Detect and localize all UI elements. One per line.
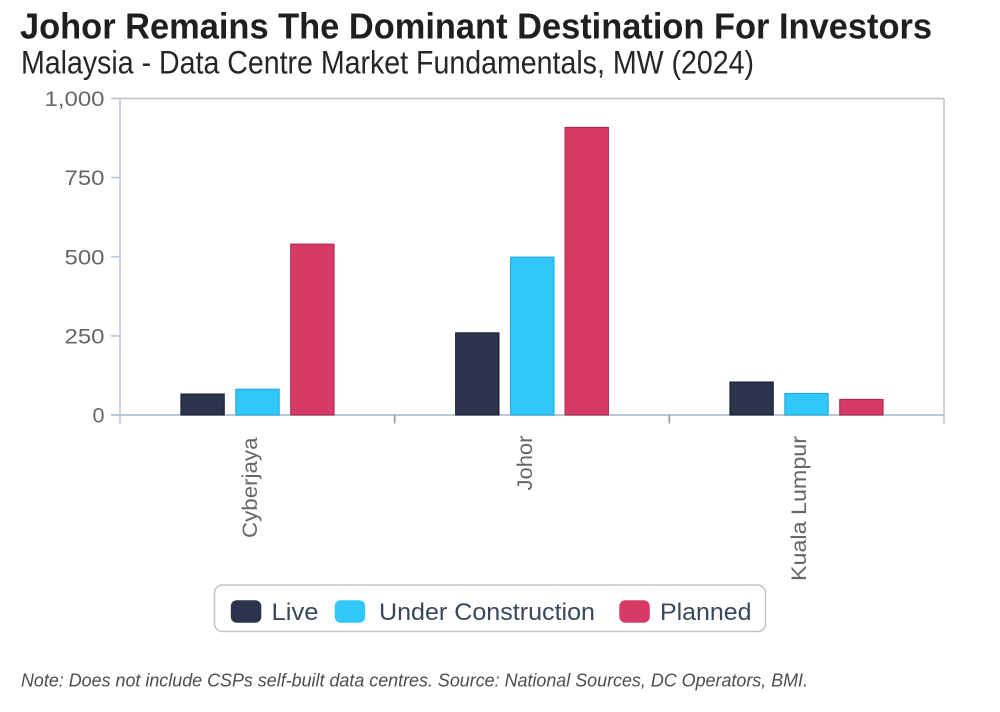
svg-text:Under Construction: Under Construction bbox=[379, 599, 595, 626]
svg-text:Cyberjaya: Cyberjaya bbox=[239, 437, 262, 538]
svg-text:Note: Does not include CSPs se: Note: Does not include CSPs self-built d… bbox=[21, 671, 808, 691]
svg-text:250: 250 bbox=[65, 326, 105, 349]
svg-text:Johor Remains The Dominant Des: Johor Remains The Dominant Destination F… bbox=[20, 6, 932, 47]
svg-text:1,000: 1,000 bbox=[45, 88, 105, 111]
svg-text:Live: Live bbox=[272, 599, 319, 626]
svg-text:Planned: Planned bbox=[660, 599, 752, 626]
svg-text:0: 0 bbox=[93, 405, 105, 428]
svg-text:500: 500 bbox=[65, 246, 105, 269]
svg-text:Johor: Johor bbox=[514, 435, 537, 490]
svg-text:750: 750 bbox=[65, 167, 105, 190]
svg-text:Kuala Lumpur: Kuala Lumpur bbox=[788, 436, 811, 581]
svg-text:Malaysia - Data Centre Market: Malaysia - Data Centre Market Fundamenta… bbox=[21, 45, 754, 81]
